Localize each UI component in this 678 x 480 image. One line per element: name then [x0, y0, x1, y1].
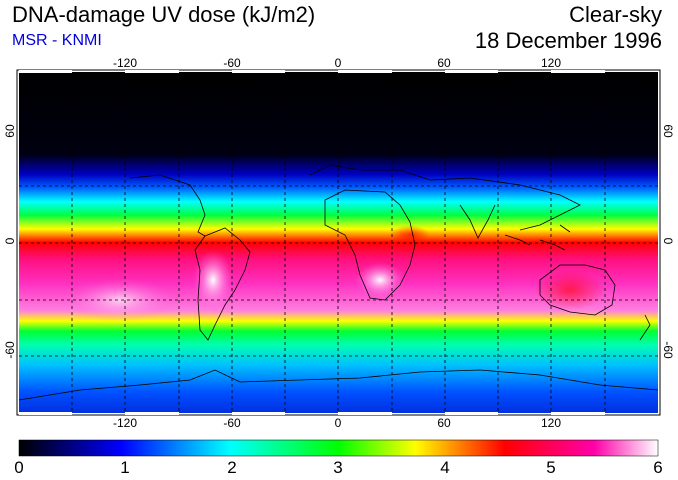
lon-label-top: -60	[223, 56, 241, 70]
colorbar-label: 2	[227, 458, 237, 477]
coastlines	[18, 164, 659, 401]
hotspot-south-africa	[355, 262, 405, 298]
colorbar-label: 0	[14, 458, 24, 477]
lon-label-bottom: 60	[437, 416, 451, 430]
map-frame	[16, 69, 661, 416]
colorbar	[18, 439, 659, 457]
map-source: MSR - KNMI	[12, 32, 102, 49]
lon-label-top: 60	[437, 56, 451, 70]
uv-field	[19, 72, 658, 413]
map-title: DNA-damage UV dose (kJ/m2)	[12, 2, 316, 27]
lon-label-bottom: 120	[540, 416, 562, 430]
colorbar-label: 6	[653, 458, 663, 477]
lon-label-top: 0	[334, 56, 342, 70]
colorbar-label: 4	[440, 458, 450, 477]
map-date: 18 December 1996	[474, 28, 662, 53]
warm-australia	[535, 270, 605, 310]
lon-label-bottom: -120	[112, 416, 138, 430]
lon-label-top: 120	[540, 56, 562, 70]
graticule	[19, 72, 658, 413]
colorbar-label: 1	[120, 458, 130, 477]
lon-label-bottom: -60	[223, 416, 241, 430]
lon-label-top: -120	[112, 56, 138, 70]
colorbar-label: 3	[333, 458, 343, 477]
sky-condition: Clear-sky	[569, 2, 662, 27]
lon-label-bottom: 0	[334, 416, 342, 430]
warm-africa	[390, 225, 430, 245]
colorbar-label: 5	[546, 458, 556, 477]
hotspot-south-america	[193, 250, 233, 310]
hotspot-pacific	[65, 278, 175, 322]
